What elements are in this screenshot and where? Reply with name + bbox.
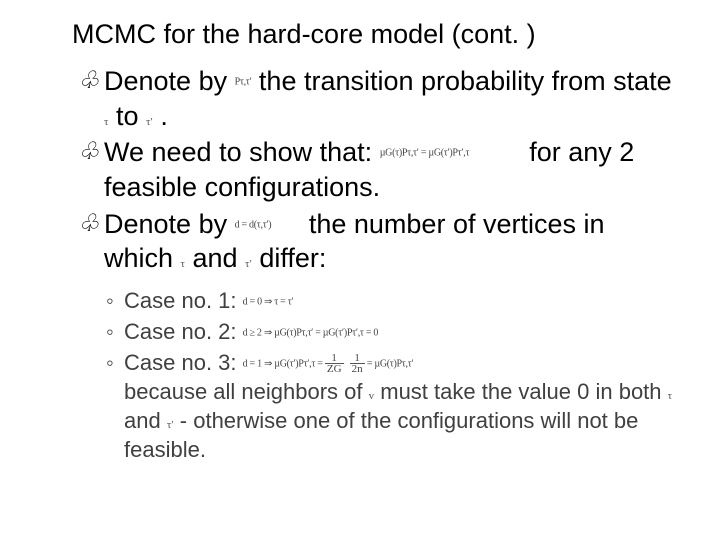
math-equation: d ≥ 2 ⇒ µG(τ)Pτ,τ′ = µG(τ′)Pτ′,τ = 0 bbox=[243, 327, 378, 338]
case-tail: because all neighbors of bbox=[124, 379, 369, 404]
bullet-text: . bbox=[160, 101, 168, 131]
case-tail: and bbox=[124, 408, 167, 433]
bullet-list: ♧ Denote by Pτ,τ′ the transition probabi… bbox=[78, 64, 680, 463]
math-symbol: τ bbox=[104, 116, 108, 128]
case-label: Case no. 1: bbox=[124, 288, 237, 313]
sub-bullet-item: ◦ Case no. 1: d = 0 ⇒ τ = τ′ bbox=[106, 286, 680, 315]
case-label: Case no. 2: bbox=[124, 319, 237, 344]
bullet-item: ♧ Denote by Pτ,τ′ the transition probabi… bbox=[78, 64, 680, 133]
math-equation: µG(τ)Pτ,τ′ = µG(τ′)Pτ′,τ bbox=[380, 148, 470, 159]
math-fraction: 1ZG bbox=[325, 353, 344, 374]
math-fraction: 12n bbox=[350, 353, 365, 374]
bullet-item: ♧ We need to show that: µG(τ)Pτ,τ′ = µG(… bbox=[78, 135, 680, 204]
math-symbol: τ′ bbox=[146, 116, 153, 128]
math-symbol: τ bbox=[668, 390, 672, 402]
bullet-text: Denote by bbox=[104, 66, 227, 96]
bullet-text: the transition probability from state bbox=[259, 66, 672, 96]
circle-icon: ◦ bbox=[106, 286, 114, 315]
bullet-text: and bbox=[192, 243, 245, 273]
sub-bullet-item: ◦ Case no. 2: d ≥ 2 ⇒ µG(τ)Pτ,τ′ = µG(τ′… bbox=[106, 317, 680, 346]
clover-icon: ♧ bbox=[78, 66, 100, 97]
bullet-item: ♧ Denote by d = d(τ,τ′) the number of ve… bbox=[78, 207, 680, 276]
slide-title: MCMC for the hard-core model (cont. ) bbox=[72, 18, 680, 50]
sub-bullet-list: ◦ Case no. 1: d = 0 ⇒ τ = τ′ ◦ Case no. … bbox=[106, 286, 680, 464]
circle-icon: ◦ bbox=[106, 348, 114, 377]
math-equation: d = 1 ⇒ µG(τ′)Pτ′,τ = bbox=[243, 358, 325, 369]
bullet-text: Denote by bbox=[104, 209, 227, 239]
math-symbol: v bbox=[369, 390, 375, 402]
math-equation: d = d(τ,τ′) bbox=[235, 219, 272, 230]
sub-bullet-item: ◦ Case no. 3: d = 1 ⇒ µG(τ′)Pτ′,τ = 1ZG … bbox=[106, 348, 680, 464]
case-tail: must take the value 0 in both bbox=[380, 379, 667, 404]
bullet-text: We need to show that: bbox=[104, 137, 372, 167]
math-symbol: τ′ bbox=[245, 258, 252, 270]
case-tail: - otherwise one of the configurations wi… bbox=[124, 408, 638, 462]
bullet-text: to bbox=[116, 101, 146, 131]
math-symbol: τ′ bbox=[167, 419, 174, 431]
math-symbol: Pτ,τ′ bbox=[235, 77, 252, 88]
math-equation: = µG(τ)Pτ,τ′ bbox=[365, 358, 414, 369]
clover-icon: ♧ bbox=[78, 209, 100, 240]
clover-icon: ♧ bbox=[78, 137, 100, 168]
slide: MCMC for the hard-core model (cont. ) ♧ … bbox=[0, 0, 720, 540]
case-label: Case no. 3: bbox=[124, 350, 237, 375]
math-equation: d = 0 ⇒ τ = τ′ bbox=[243, 296, 294, 307]
math-symbol: τ bbox=[181, 258, 185, 270]
bullet-text: differ: bbox=[259, 243, 326, 273]
circle-icon: ◦ bbox=[106, 317, 114, 346]
